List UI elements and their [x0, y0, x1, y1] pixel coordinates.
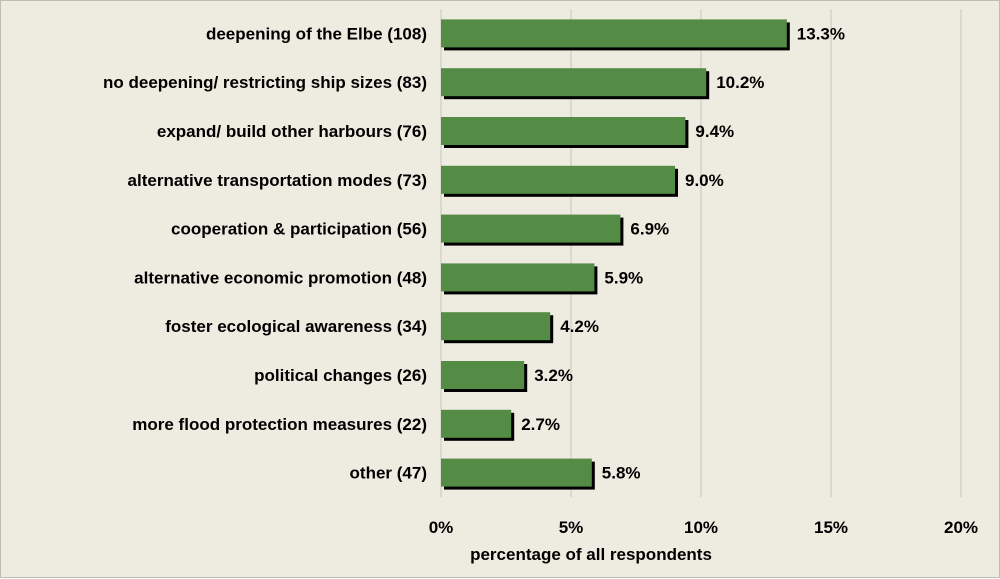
value-label: 2.7% [521, 415, 560, 434]
category-label: alternative transportation modes (73) [128, 171, 427, 190]
category-label: foster ecological awareness (34) [165, 317, 427, 336]
value-label: 9.4% [695, 122, 734, 141]
x-tick-label: 0% [429, 518, 454, 537]
x-tick-label: 5% [559, 518, 584, 537]
bars [441, 19, 790, 490]
category-label: deepening of the Elbe (108) [206, 24, 427, 43]
bar [441, 117, 686, 145]
category-label: no deepening/ restricting ship sizes (83… [103, 73, 427, 92]
x-tick-label: 15% [814, 518, 848, 537]
x-axis-title: percentage of all respondents [470, 545, 712, 564]
category-label: political changes (26) [254, 366, 427, 385]
bar [441, 19, 787, 48]
category-label: expand/ build other harbours (76) [157, 122, 427, 141]
value-label: 4.2% [560, 317, 599, 336]
x-tick-label: 10% [684, 518, 718, 537]
value-label: 9.0% [685, 171, 724, 190]
bar [441, 165, 675, 194]
x-tick-labels: 0% 5% 10% 15% 20% [429, 518, 978, 537]
category-labels: deepening of the Elbe (108) no deepening/… [103, 24, 427, 482]
value-label: 10.2% [716, 73, 764, 92]
value-label: 6.9% [630, 220, 669, 239]
value-labels: 13.3% 10.2% 9.4% 9.0% 6.9% 5.9% 4.2% 3.2% 2.7% 5.… [521, 24, 845, 482]
bar [441, 409, 512, 438]
bar [441, 361, 525, 389]
bar [441, 263, 595, 292]
value-label: 5.9% [604, 268, 643, 287]
x-tick-label: 20% [944, 518, 978, 537]
category-label: other (47) [350, 464, 427, 483]
category-label: more flood protection measures (22) [132, 415, 427, 434]
bar [441, 214, 621, 243]
value-label: 13.3% [797, 24, 845, 43]
bar [441, 312, 551, 341]
value-label: 3.2% [534, 366, 573, 385]
category-label: cooperation & participation (56) [171, 220, 427, 239]
bar [441, 458, 592, 487]
value-label: 5.8% [602, 464, 641, 483]
bar [441, 68, 707, 97]
category-label: alternative economic promotion (48) [134, 268, 427, 287]
